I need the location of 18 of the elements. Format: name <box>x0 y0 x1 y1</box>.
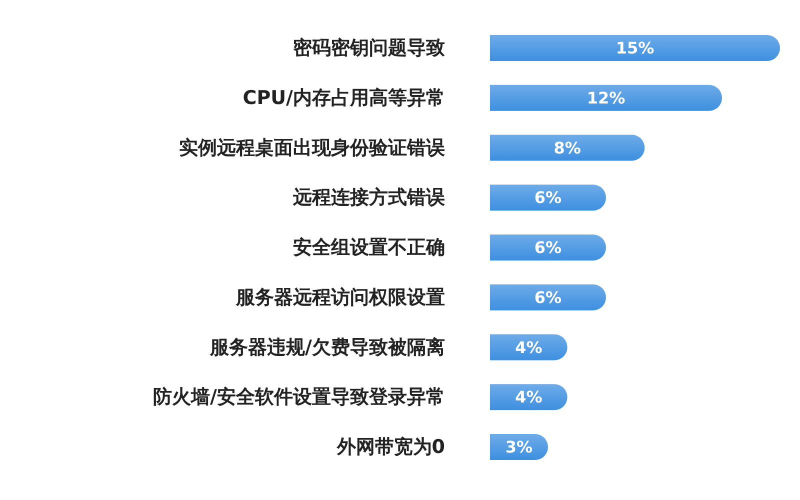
data-label: 6% <box>534 238 562 257</box>
data-label: 15% <box>616 38 654 58</box>
data-label: 6% <box>534 188 562 208</box>
data-label: 6% <box>534 288 562 307</box>
category-label: CPU/内存占用高等异常 <box>242 86 445 109</box>
category-label: 服务器远程访问权限设置 <box>236 286 445 308</box>
category-label: 防火墙/安全软件设置导致登录异常 <box>153 386 445 408</box>
category-label: 服务器违规/欠费导致被隔离 <box>210 336 445 358</box>
data-label: 12% <box>586 88 626 108</box>
data-label: 3% <box>505 438 533 456</box>
category-label: 远程连接方式错误 <box>293 186 445 209</box>
data-label: 4% <box>515 388 542 407</box>
data-label: 4% <box>515 338 542 357</box>
category-label: 外网带宽为0 <box>336 436 445 458</box>
category-label: 密码密钥问题导致 <box>293 37 445 59</box>
category-label: 实例远程桌面出现身份验证错误 <box>179 136 445 159</box>
category-label: 安全组设置不正确 <box>293 236 445 258</box>
data-label: 8% <box>554 138 581 158</box>
